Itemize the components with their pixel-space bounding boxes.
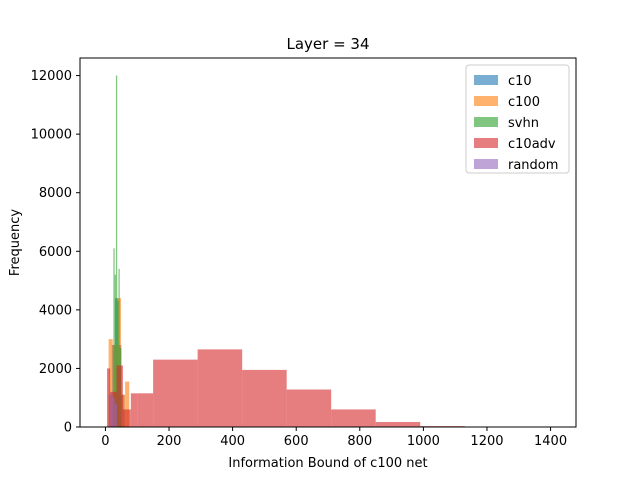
legend-swatch-c100 [474, 96, 498, 106]
y-tick-label: 10000 [31, 128, 72, 143]
bar-c10adv-6 [153, 359, 198, 427]
bar-c100-4 [125, 381, 130, 427]
bar-c10adv-8 [242, 369, 287, 427]
legend-label-random: random [508, 158, 558, 173]
legend-swatch-svhn [474, 117, 498, 127]
bar-c10adv-2 [116, 365, 123, 427]
y-tick-label: 4000 [39, 303, 72, 318]
y-tick-label: 2000 [39, 362, 72, 377]
chart-title: Layer = 34 [286, 35, 369, 53]
bar-c10adv-4 [130, 393, 138, 427]
legend: c10 c100 svhn c10adv random [465, 64, 570, 174]
bar-c100-0 [108, 339, 113, 427]
bar-svhn-0 [113, 248, 115, 427]
x-tick-label: 400 [220, 434, 245, 449]
x-tick-label: 1000 [407, 434, 440, 449]
x-tick-label: 200 [157, 434, 182, 449]
axes-frame [79, 57, 577, 428]
x-tick-label: 1400 [534, 434, 567, 449]
bar-svhn-1 [114, 274, 116, 427]
bar-c10adv-5 [137, 393, 154, 427]
legend-label-c10adv: c10adv [508, 137, 556, 152]
bar-c10adv-0 [107, 368, 111, 427]
x-tick-label: 800 [347, 434, 372, 449]
legend-swatch-c10 [474, 75, 498, 85]
bar-svhn-3 [117, 301, 119, 427]
legend-label-svhn: svhn [508, 116, 539, 131]
bar-random-0 [110, 393, 113, 427]
bar-c10adv-11 [375, 422, 421, 427]
legend-swatch-random [474, 159, 498, 169]
bars-layer [107, 75, 465, 428]
y-tick-label: 0 [64, 421, 72, 436]
bar-c10adv-7 [197, 349, 243, 427]
bar-c10adv-10 [331, 409, 376, 427]
bar-random-1 [112, 397, 115, 427]
bar-c10adv-3 [122, 409, 131, 427]
x-tick-label: 1200 [470, 434, 503, 449]
x-axis-title: Information Bound of c100 net [228, 456, 427, 471]
legend-swatch-c10adv [474, 138, 498, 148]
bar-random-2 [114, 403, 117, 427]
y-tick-label: 6000 [39, 245, 72, 260]
legend-label-c100: c100 [508, 95, 540, 110]
legend-label-c10: c10 [508, 74, 532, 89]
bar-svhn-2 [115, 75, 118, 428]
x-tick-label: 600 [284, 434, 309, 449]
bar-c10adv-9 [286, 389, 332, 427]
y-tick-label: 12000 [31, 69, 72, 84]
y-axis-title: Frequency [8, 209, 23, 276]
bar-svhn-4 [118, 268, 120, 427]
ticks-layer: 0 200 400 600 800 1000 1200 1400 0 2000 4000 6000 80… [31, 69, 567, 449]
x-tick-label: 0 [101, 434, 109, 449]
y-tick-label: 8000 [39, 186, 72, 201]
